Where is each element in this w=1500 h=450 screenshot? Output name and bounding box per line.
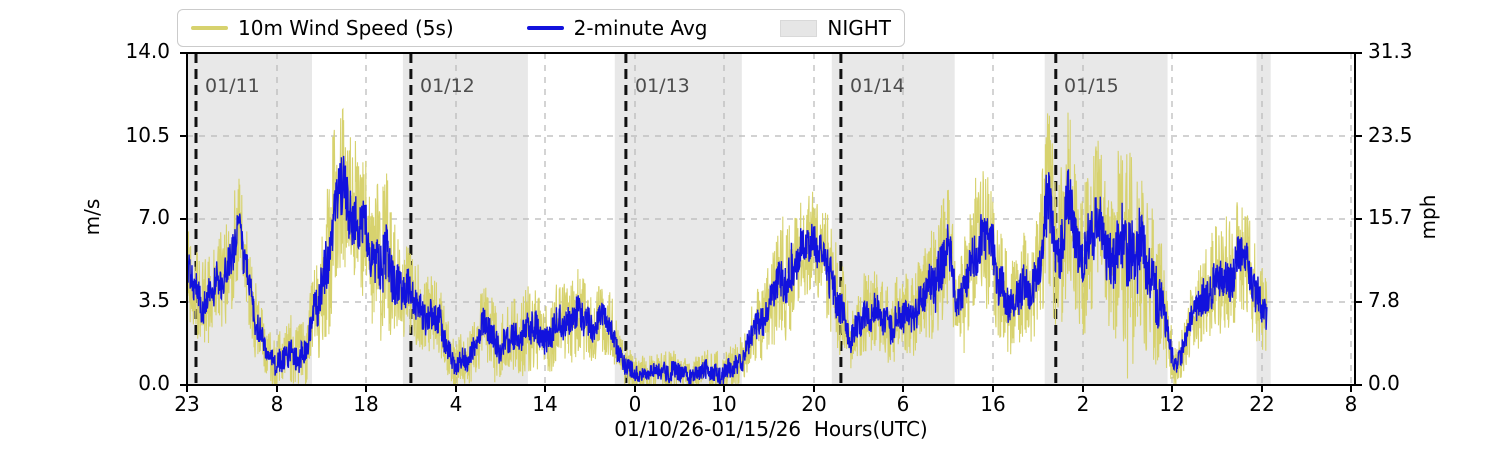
xtick-1: 8 [270,392,284,416]
ytick-right-15.7: 15.7 [1368,205,1413,229]
x-axis-label: 01/10/26-01/15/26 Hours(UTC) [614,417,928,441]
legend-item-night: NIGHT [780,16,891,40]
ytick-left-10.5: 10.5 [125,123,170,147]
xtick-7: 20 [801,392,827,416]
ytick-right-7.8: 7.8 [1368,288,1400,312]
xtick-11: 12 [1159,392,1185,416]
day-label-01-13: 01/13 [635,75,690,97]
xtick-10: 2 [1076,392,1090,416]
legend-label-2min-avg: 2-minute Avg [573,16,708,40]
ytick-left-3.5: 3.5 [138,288,170,312]
ytick-left-7.0: 7.0 [138,205,170,229]
night-patch-swatch [780,19,818,37]
ytick-left-0.0: 0.0 [138,371,170,395]
xtick-13: 8 [1344,392,1358,416]
legend-item-wind-5s: 10m Wind Speed (5s) [191,16,454,40]
xtick-8: 6 [896,392,910,416]
ytick-right-0.0: 0.0 [1368,371,1400,395]
day-label-01-14: 01/14 [850,75,905,97]
xtick-6: 10 [711,392,737,416]
xtick-9: 16 [980,392,1006,416]
xtick-3: 4 [449,392,463,416]
legend-item-2min-avg: 2-minute Avg [526,16,708,40]
xtick-12: 22 [1249,392,1275,416]
xtick-2: 18 [353,392,379,416]
avg-2min-series-line [187,155,1268,385]
legend-label-wind-5s: 10m Wind Speed (5s) [238,16,454,40]
xtick-5: 0 [628,392,642,416]
day-label-01-11: 01/11 [205,75,260,97]
ytick-right-23.5: 23.5 [1368,123,1413,147]
avg-2min-line-swatch [526,26,564,30]
y-axis-label-right: mph [1416,194,1440,240]
xtick-0: 23 [174,392,200,416]
legend-label-night: NIGHT [827,16,891,40]
ytick-left-14.0: 14.0 [125,39,170,63]
day-label-01-15: 01/15 [1064,75,1119,97]
chart-legend: 10m Wind Speed (5s) 2-minute Avg NIGHT [177,9,905,47]
wind-5s-line-swatch [191,26,228,30]
y-axis-label-left: m/s [80,198,104,236]
ytick-right-31.3: 31.3 [1368,39,1413,63]
xtick-4: 14 [532,392,558,416]
day-label-01-12: 01/12 [420,75,475,97]
